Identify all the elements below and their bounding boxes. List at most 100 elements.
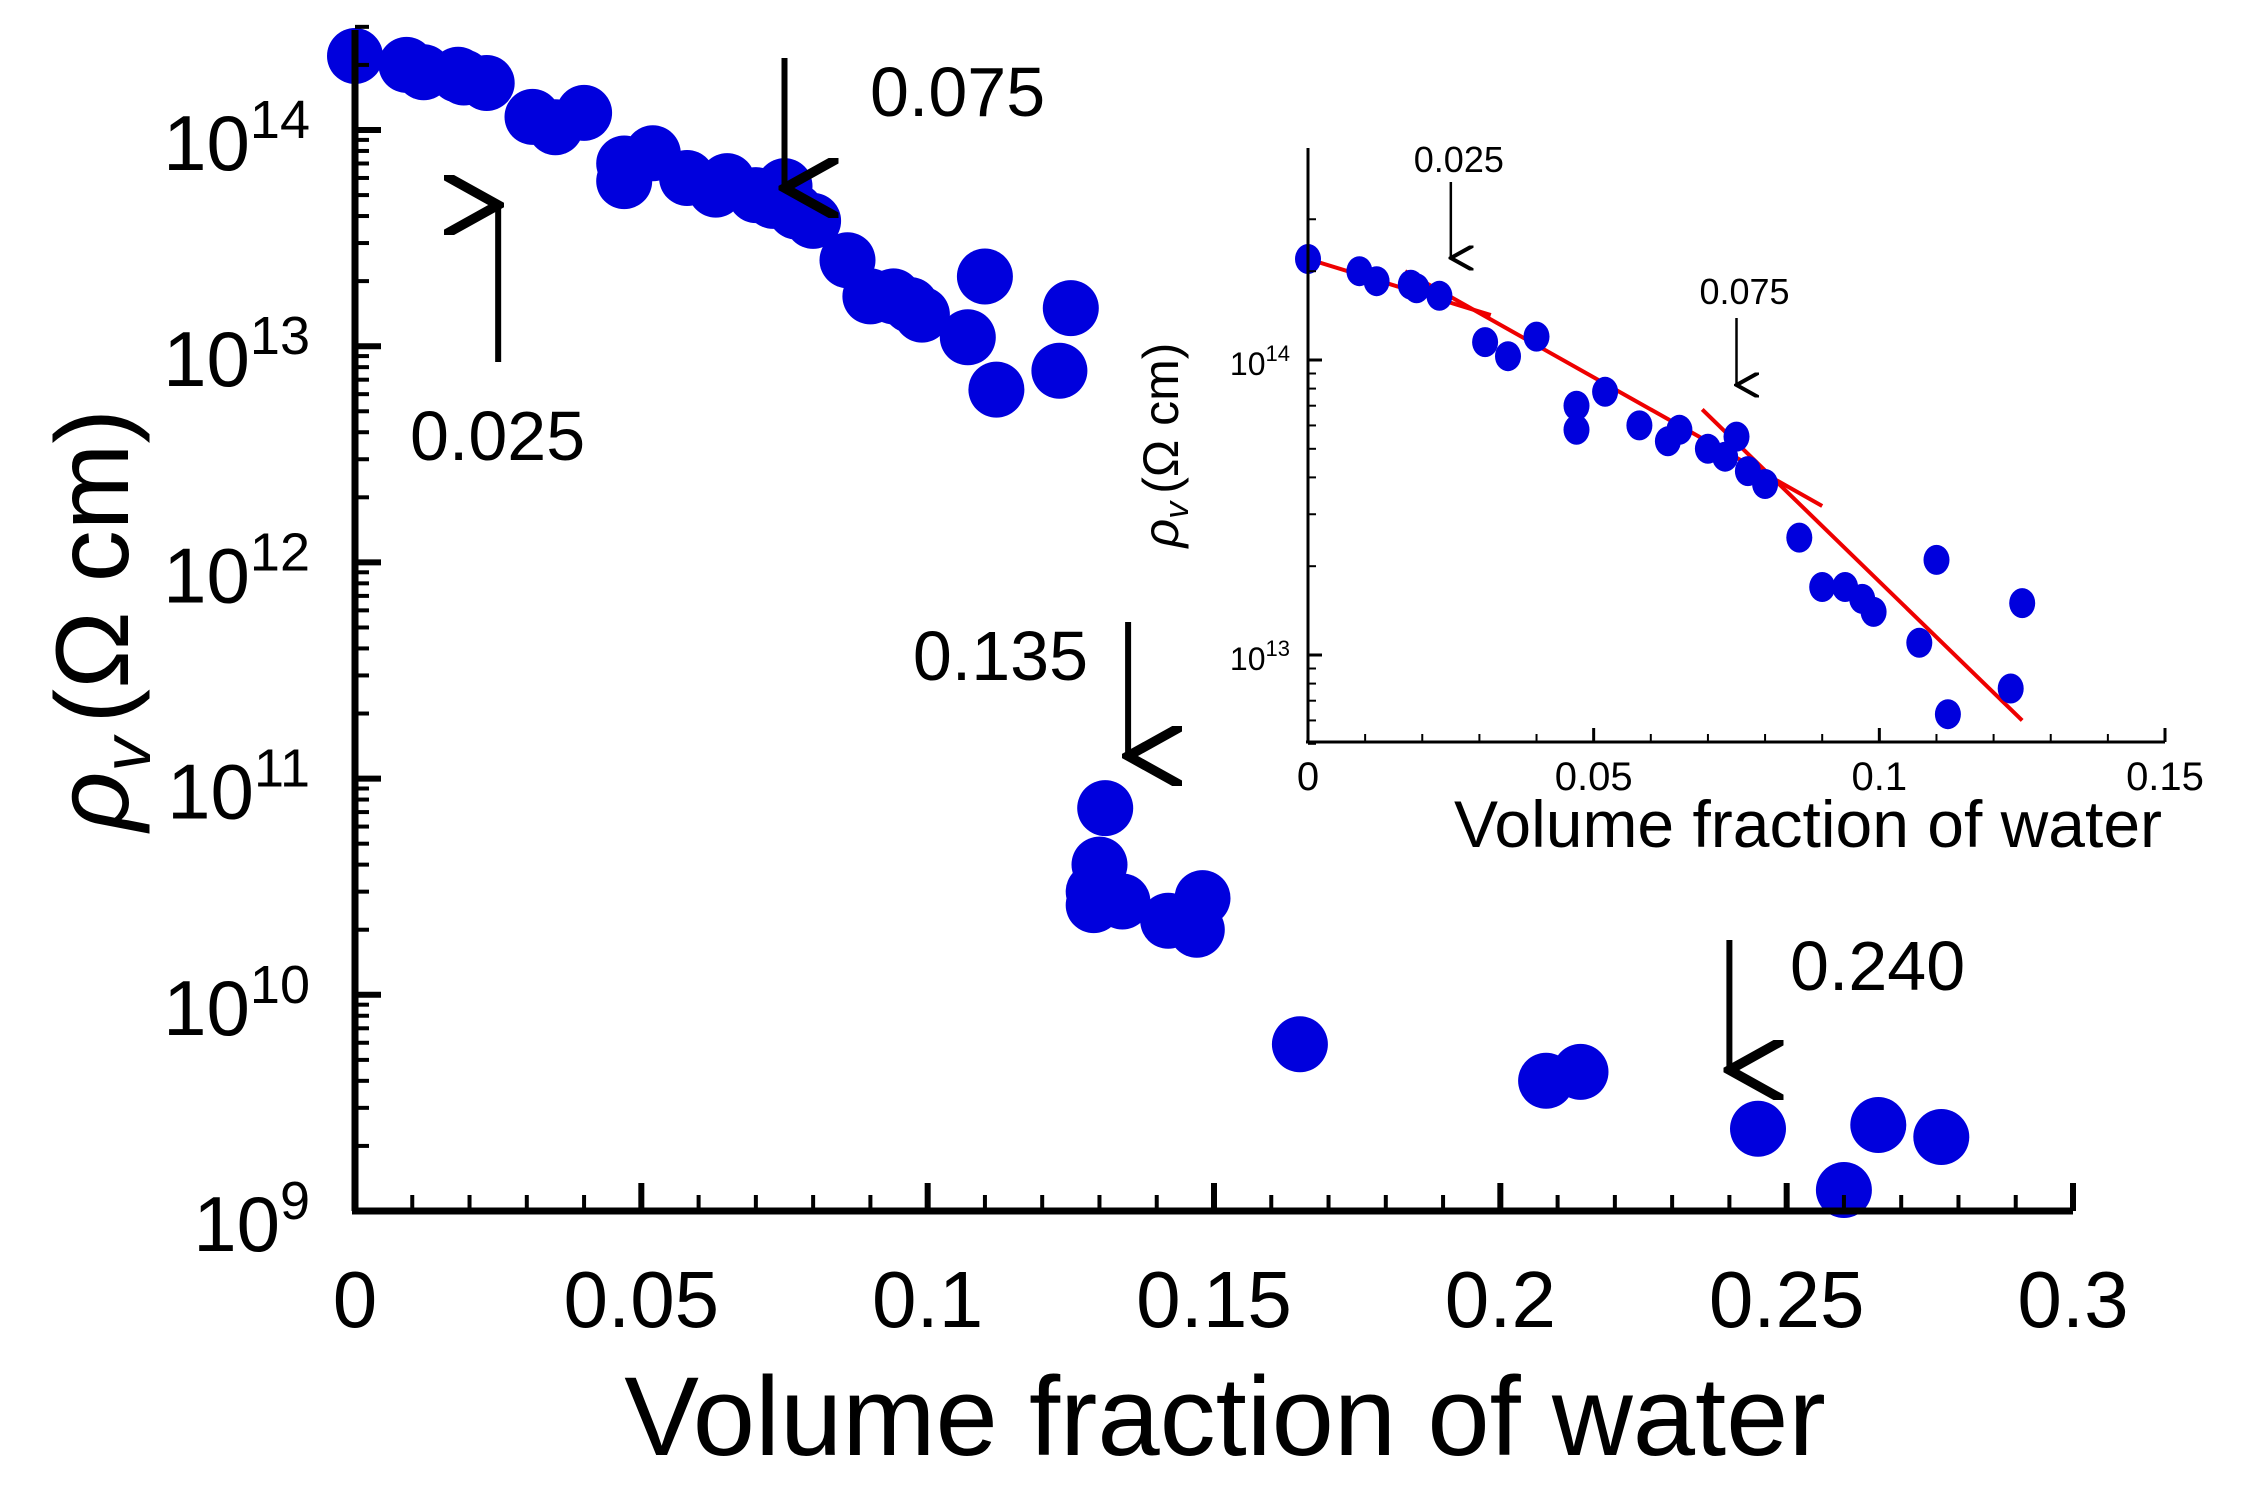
inset-y-tick-label: 1013 [1230,636,1290,677]
inset-data-point [1723,421,1750,452]
inset-data-point [1426,280,1453,311]
main-y-tick-label: 1011 [167,739,310,836]
inset-data-point [2009,588,2036,619]
main-x-tick-label: 0.1 [872,1255,983,1344]
main-annotation-label: 0.075 [870,53,1045,131]
inset-x-tick-label: 0.15 [2126,755,2204,799]
tick-exponent: 10 [250,955,310,1015]
main-y-tick-label: 109 [193,1171,310,1268]
main-y-label-symbol: ρ [35,771,151,834]
inset-x-tick-label: 0.1 [1852,755,1908,799]
main-data-point [956,248,1013,305]
inset-x-tick-label: 0.05 [1555,755,1633,799]
main-data-point [1042,280,1099,337]
main-y-label-unit: (Ω cm) [35,409,151,724]
main-x-tick-label: 0.15 [1136,1255,1292,1344]
main-x-tick-label: 0.3 [2017,1255,2128,1344]
inset-data-point [1495,341,1521,372]
main-annotations: 0.025 0.075 0.135 0.240 [410,53,1965,1070]
main-x-tick-label: 0.2 [1445,1255,1556,1344]
inset-axes [1306,148,2165,744]
tick-base: 10 [1230,346,1266,382]
main-x-axis-label: Volume fraction of water [624,1354,1825,1479]
main-data-point [939,309,996,366]
inset-data-point [1906,627,1933,658]
tick-exponent: 14 [1266,341,1290,366]
inset-data-point [1934,699,1961,730]
tick-base: 10 [163,964,250,1052]
inset-annotation-label: 0.075 [1699,271,1789,312]
main-y-axis-label: ρv (Ω cm) [35,409,165,834]
main-data-point [1850,1097,1907,1153]
inset-data-point [1997,673,2024,704]
inset-y-tick-label: 1014 [1230,341,1290,382]
inset-data-point [1752,469,1779,499]
tick-base: 10 [193,1180,280,1268]
inset-annotation-label: 0.025 [1414,139,1504,180]
inset-data-point [1923,544,1950,575]
main-data-points [327,28,1970,1218]
main-y-label-subscript: v [89,733,165,771]
inset-data-point [1363,266,1390,297]
main-y-tick-label: 1013 [163,306,310,403]
main-y-tick-label: 1010 [163,955,310,1052]
inset-data-point [1626,410,1653,441]
main-data-point [1913,1109,1970,1165]
inset-data-point [1809,572,1836,602]
inset-annotations: 0.025 0.075 [1414,139,1790,385]
main-data-point [968,361,1025,418]
inset-y-label-symbol: ρ [1133,519,1189,550]
main-x-ticks: 0 0.05 0.1 0.15 0.2 0.25 0.3 [333,1183,2129,1344]
main-data-point [893,286,950,343]
main-x-tick-label: 0.05 [563,1255,719,1344]
main-y-tick-label: 1014 [163,90,310,187]
main-annotation-label: 0.025 [410,397,585,475]
main-x-tick-label: 0.25 [1709,1255,1865,1344]
main-annotation-label: 0.240 [1790,927,1965,1005]
main-y-tick-label: 1012 [163,522,310,619]
inset-y-label-unit: (Ω cm) [1133,343,1189,494]
main-data-point [556,84,613,141]
inset-fit-line [1700,407,2024,722]
inset-data-point [1666,414,1693,445]
main-data-point [1174,870,1231,927]
inset-data-point [1860,596,1887,627]
inset-x-tick-label: 0 [1297,755,1319,799]
tick-exponent: 13 [250,306,310,366]
main-data-point [458,55,515,111]
tick-base: 10 [167,748,254,836]
tick-exponent: 13 [1266,636,1290,661]
tick-base: 10 [163,99,250,187]
inset-data-point [1403,273,1430,304]
inset-data-point [1472,327,1499,358]
tick-exponent: 14 [250,90,310,150]
inset-data-point [1563,414,1590,445]
inset-data-points [1295,244,2036,730]
inset-data-point [1563,390,1590,421]
tick-exponent: 11 [254,739,310,799]
inset-x-ticks: 0 0.05 0.1 0.15 [1297,728,2204,799]
inset-x-axis-label: Volume fraction of water [1454,787,2162,861]
tick-exponent: 12 [250,522,310,582]
main-data-point [1730,1100,1786,1157]
tick-base: 10 [1230,641,1266,677]
main-data-point [1271,1016,1328,1073]
main-annotation-label: 0.135 [913,617,1088,695]
inset-y-axis-label: ρv (Ω cm) [1133,343,1196,550]
inset-data-point [1786,522,1813,553]
tick-exponent: 9 [280,1171,310,1231]
main-data-point [1094,873,1151,930]
tick-base: 10 [163,531,250,619]
inset-y-label-subscript: v [1158,500,1196,519]
main-data-point [1552,1043,1609,1100]
main-data-point [1031,342,1088,399]
tick-base: 10 [163,315,250,403]
inset-data-point [1523,321,1550,352]
inset-data-point [1592,376,1619,407]
main-axes [351,30,2073,1215]
main-data-point [1077,780,1134,837]
